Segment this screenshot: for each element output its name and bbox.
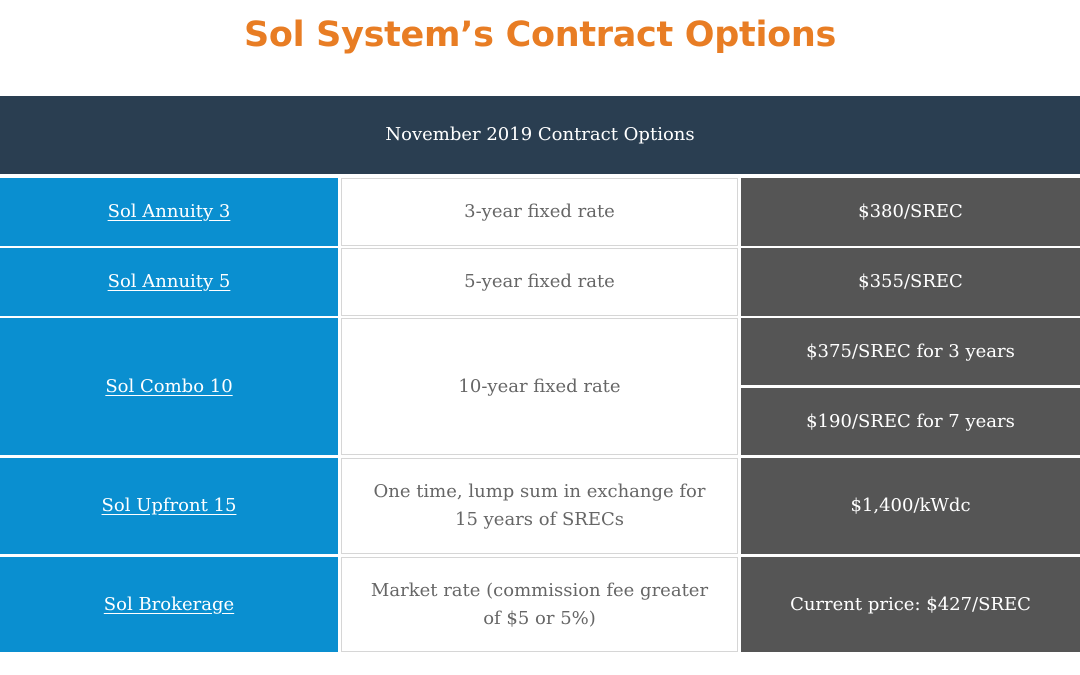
contract-description: Market rate (commission fee greater of $… (341, 557, 738, 652)
contract-link-sol-annuity-3[interactable]: Sol Annuity 3 (107, 201, 231, 222)
contract-price: Current price: $427/SREC (741, 557, 1080, 652)
table-header: November 2019 Contract Options (0, 96, 1080, 174)
contract-description: 10-year fixed rate (341, 318, 738, 455)
contract-price: $1,400/kWdc (741, 458, 1080, 554)
contract-description: 3-year fixed rate (341, 178, 738, 246)
contract-description: 5-year fixed rate (341, 248, 738, 316)
contract-name-cell: Sol Brokerage (0, 557, 338, 652)
contract-description: One time, lump sum in exchange for 15 ye… (341, 458, 738, 554)
contract-link-sol-upfront-15[interactable]: Sol Upfront 15 (101, 495, 237, 516)
contract-link-sol-annuity-5[interactable]: Sol Annuity 5 (107, 271, 231, 292)
contract-link-sol-combo-10[interactable]: Sol Combo 10 (105, 375, 233, 397)
page-title: Sol System’s Contract Options (243, 15, 837, 55)
contract-link-sol-brokerage[interactable]: Sol Brokerage (103, 593, 235, 615)
page-footer-space (0, 652, 1080, 675)
contract-name-cell: Sol Upfront 15 (0, 458, 338, 554)
contract-price: $190/SREC for 7 years (741, 388, 1080, 455)
contract-price: $380/SREC (741, 178, 1080, 246)
contract-name-cell: Sol Annuity 5 (0, 248, 338, 316)
contract-price: $375/SREC for 3 years (741, 318, 1080, 385)
contract-name-cell: Sol Annuity 3 (0, 178, 338, 246)
contract-price: $355/SREC (741, 248, 1080, 316)
contract-name-cell: Sol Combo 10 (0, 318, 338, 455)
